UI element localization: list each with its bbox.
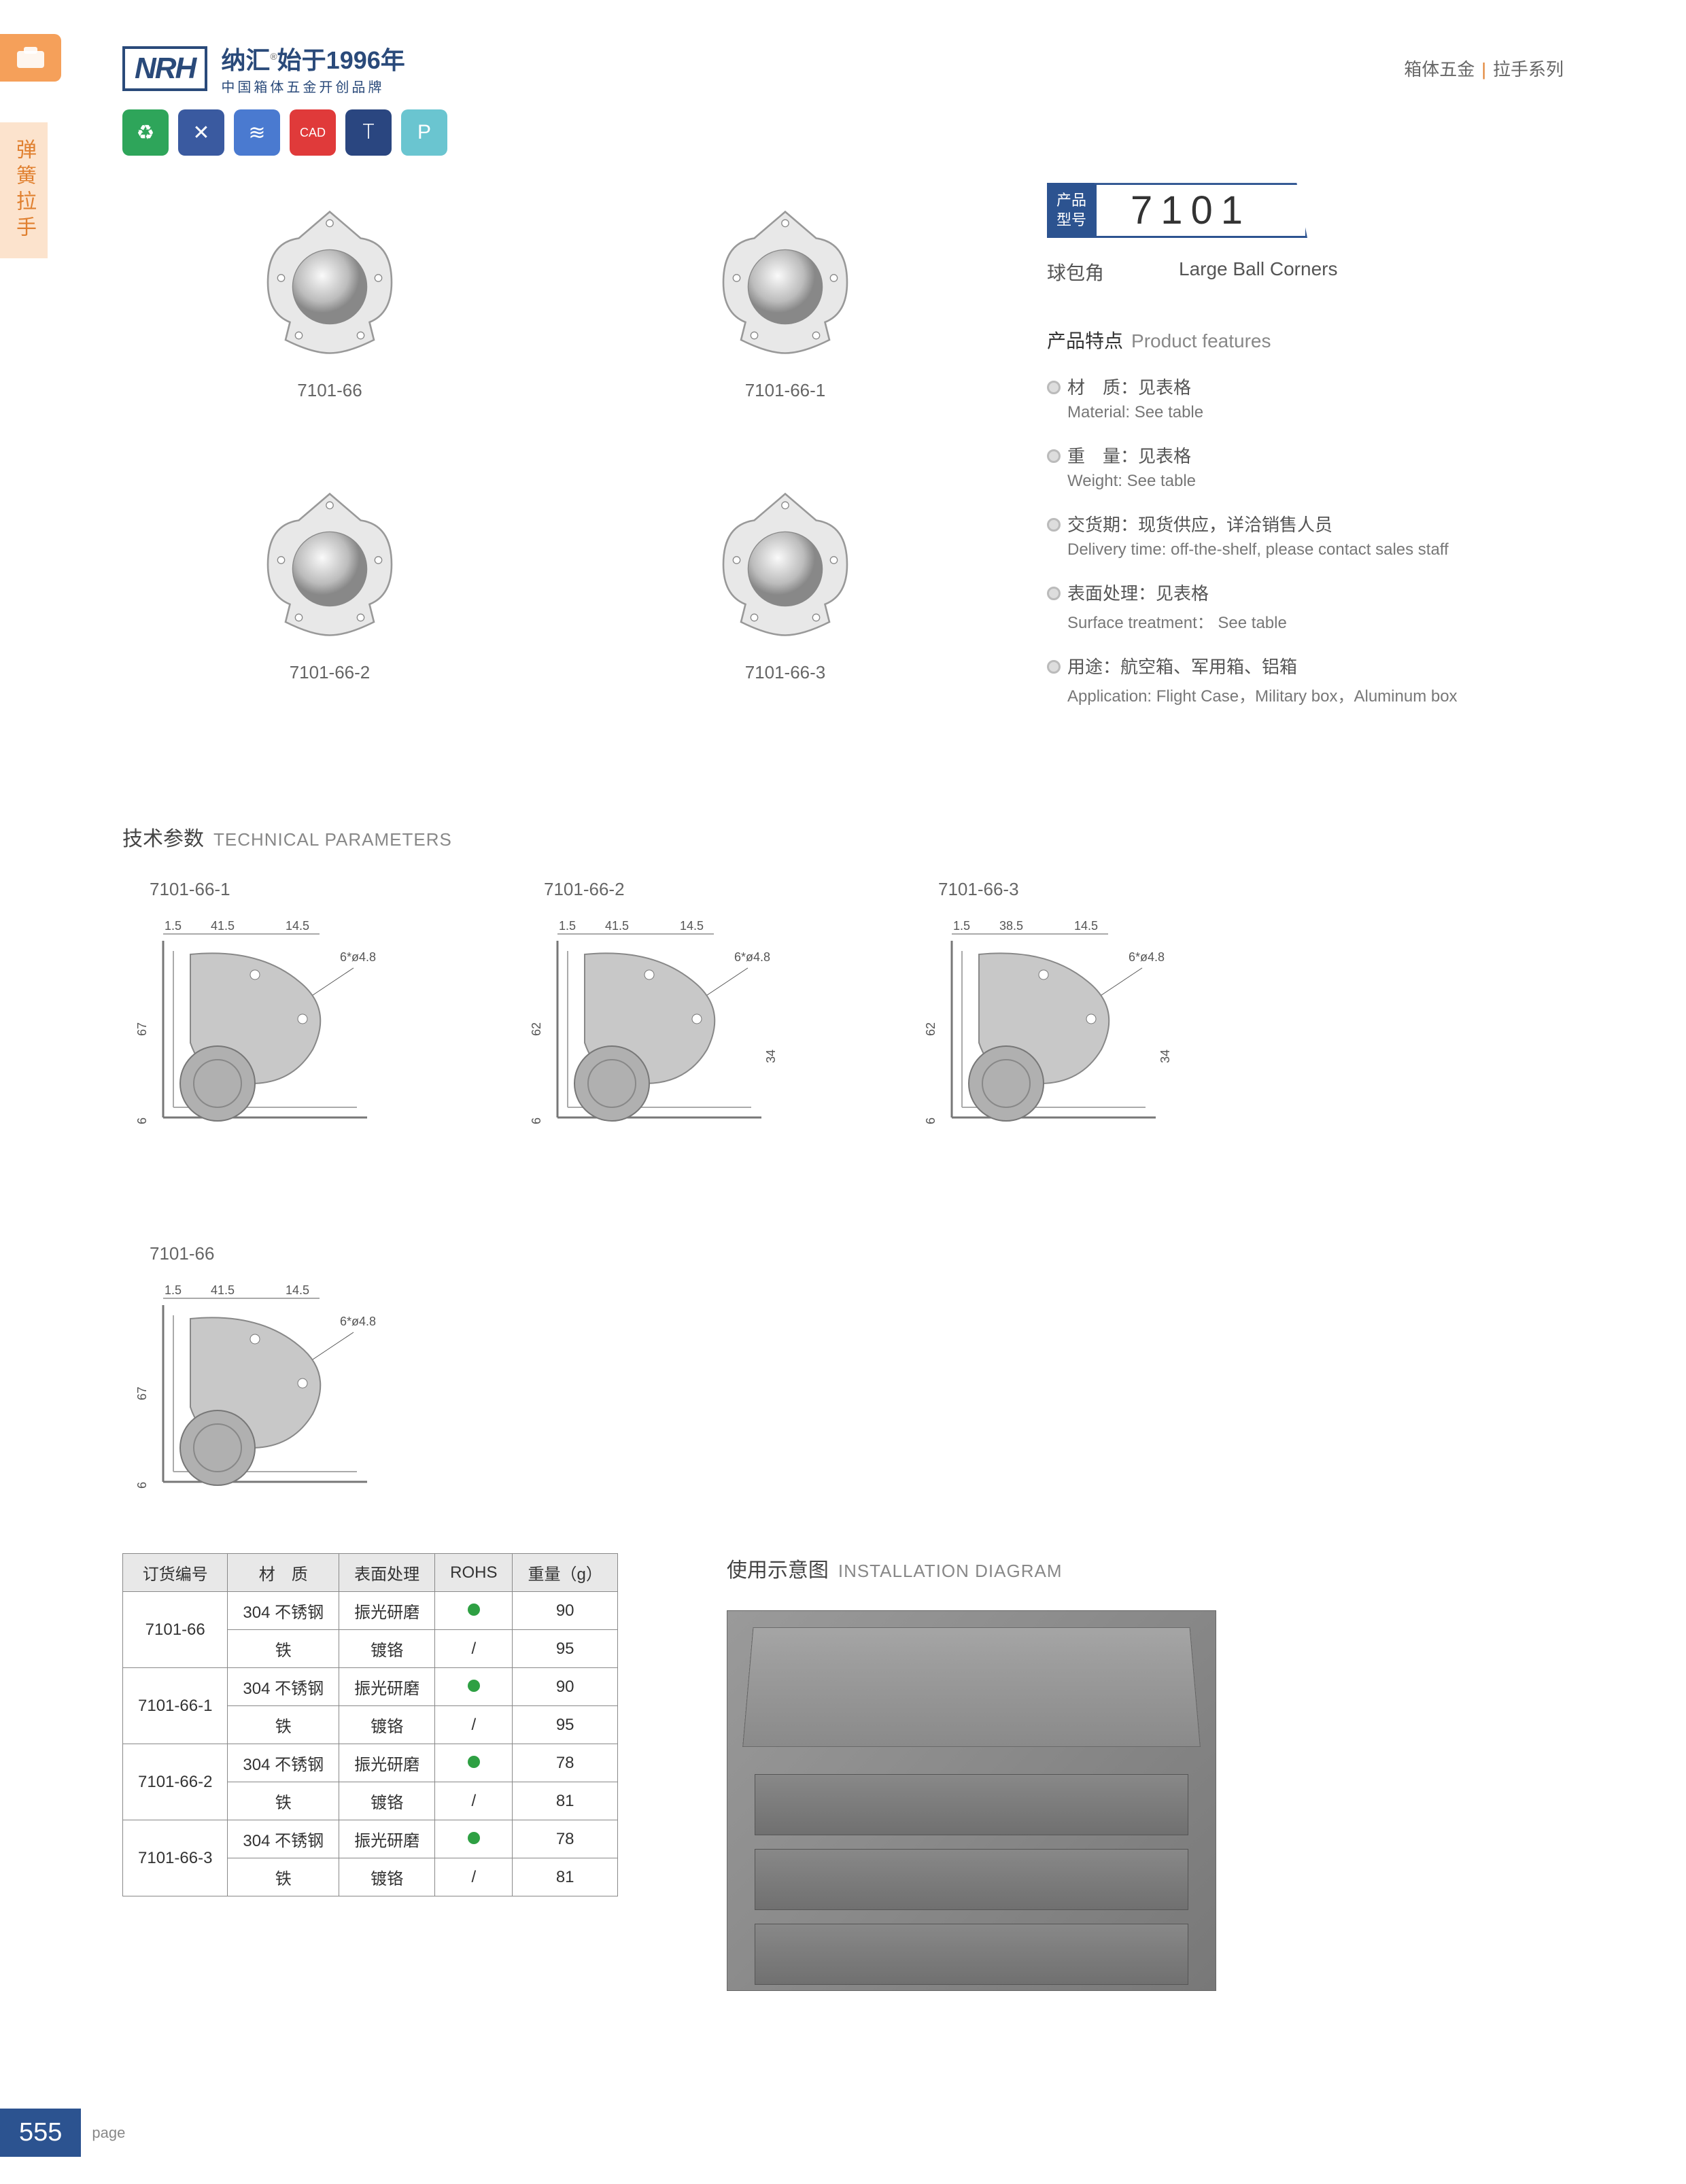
logo-sub: 中国箱体五金开创品牌 [221, 76, 405, 96]
svg-text:6: 6 [530, 1117, 543, 1124]
tech-title: 技术参数TECHNICAL PARAMETERS [122, 822, 1564, 852]
feature-item: 用途：航空箱、军用箱、铝箱Application: Flight Case，Mi… [1047, 653, 1564, 706]
tab-icon [0, 34, 61, 82]
product-label: 7101-66 [122, 380, 537, 401]
svg-text:6*ø4.8: 6*ø4.8 [340, 950, 376, 964]
feature-icon: ≋ [234, 109, 280, 156]
svg-text:41.5: 41.5 [605, 919, 629, 933]
product-label: 7101-66-1 [578, 380, 993, 401]
svg-text:67: 67 [135, 1022, 149, 1036]
svg-text:62: 62 [530, 1022, 543, 1036]
table-header: 重量（g） [513, 1554, 617, 1592]
tech-diagram: 7101-66-2 1.5 41.5 14.5 6*ø4.8 62 6 34 [517, 879, 816, 1148]
table-row: 7101-66-1304 不锈钢振光研磨90 [123, 1668, 618, 1706]
info-panel: 产品型号 7101 球包角 Large Ball Corners 产品特点Pro… [1047, 183, 1564, 727]
feature-item: 材 质：见表格Material: See table [1047, 374, 1564, 422]
feature-icon: CAD [290, 109, 336, 156]
tech-diagram: 7101-66-1 1.5 41.5 14.5 6*ø4.8 67 6 [122, 879, 422, 1148]
logo-group: NRH 纳汇®始于1996年 中国箱体五金开创品牌 [122, 41, 405, 96]
product-grid: 7101-66 7101-66-1 7101-66-2 7101-66-3 [122, 183, 993, 727]
table-header: ROHS [435, 1554, 513, 1592]
feature-icon: ♻ [122, 109, 169, 156]
table-row: 7101-66-2304 不锈钢振光研磨78 [123, 1744, 618, 1782]
product-label: 7101-66-3 [578, 662, 993, 683]
svg-text:6: 6 [135, 1482, 149, 1489]
svg-text:14.5: 14.5 [286, 1283, 309, 1297]
model-badge: 产品型号 7101 [1047, 183, 1564, 238]
table-header: 订货编号 [123, 1554, 228, 1592]
diagrams: 7101-66-1 1.5 41.5 14.5 6*ø4.8 67 6 7101… [122, 879, 1564, 1512]
product-label: 7101-66-2 [122, 662, 537, 683]
svg-text:1.5: 1.5 [165, 1283, 182, 1297]
svg-text:1.5: 1.5 [165, 919, 182, 933]
svg-text:6*ø4.8: 6*ø4.8 [1129, 950, 1165, 964]
feature-icon: ⟙ [345, 109, 392, 156]
side-tab: 弹簧拉手 [0, 122, 48, 258]
model-number: 7101 [1095, 183, 1307, 238]
svg-text:14.5: 14.5 [1074, 919, 1098, 933]
product-item: 7101-66-3 [578, 465, 993, 727]
logo-cn: 纳汇®始于1996年 [221, 41, 405, 76]
feature-icon: P [401, 109, 447, 156]
table-row: 7101-66304 不锈钢振光研磨90 [123, 1592, 618, 1630]
feature-item: 重 量：见表格Weight: See table [1047, 443, 1564, 491]
svg-text:62: 62 [924, 1022, 937, 1036]
table-header: 材 质 [228, 1554, 339, 1592]
install-section: 使用示意图INSTALLATION DIAGRAM [727, 1553, 1216, 1991]
svg-text:1.5: 1.5 [953, 919, 970, 933]
table-row: 7101-66-3304 不锈钢振光研磨78 [123, 1820, 618, 1858]
svg-text:6: 6 [135, 1117, 149, 1124]
svg-text:14.5: 14.5 [680, 919, 704, 933]
icon-row: ♻✕≋CAD⟙P [122, 109, 1564, 156]
svg-text:6*ø4.8: 6*ø4.8 [734, 950, 770, 964]
header-category: 箱体五金|拉手系列 [1404, 56, 1564, 81]
svg-text:41.5: 41.5 [211, 1283, 235, 1297]
svg-text:67: 67 [135, 1387, 149, 1400]
feature-item: 表面处理：见表格Surface treatment： See table [1047, 580, 1564, 633]
features-title: 产品特点Product features [1047, 326, 1564, 353]
table-header: 表面处理 [339, 1554, 435, 1592]
tech-diagram: 7101-66-3 1.5 38.5 14.5 6*ø4.8 62 6 34 [911, 879, 1210, 1148]
svg-text:1.5: 1.5 [559, 919, 576, 933]
feature-item: 交货期：现货供应，详洽销售人员Delivery time: off-the-sh… [1047, 511, 1564, 559]
header: NRH 纳汇®始于1996年 中国箱体五金开创品牌 箱体五金|拉手系列 [122, 41, 1564, 96]
model-name-cn: 球包角 [1047, 258, 1104, 285]
tech-diagram: 7101-66 1.5 41.5 14.5 6*ø4.8 67 6 [122, 1243, 422, 1512]
feature-icon: ✕ [178, 109, 224, 156]
features-list: 材 质：见表格Material: See table 重 量：见表格Weight:… [1047, 374, 1564, 706]
svg-text:41.5: 41.5 [211, 919, 235, 933]
logo: NRH [122, 46, 207, 91]
model-name-en: Large Ball Corners [1179, 258, 1337, 285]
svg-text:34: 34 [1158, 1050, 1172, 1063]
svg-text:14.5: 14.5 [286, 919, 309, 933]
svg-text:6: 6 [924, 1117, 937, 1124]
product-item: 7101-66-2 [122, 465, 537, 727]
product-item: 7101-66 [122, 183, 537, 445]
svg-text:34: 34 [764, 1050, 778, 1063]
page-number: 555 page [0, 2109, 125, 2157]
install-image [727, 1610, 1216, 1991]
install-title: 使用示意图INSTALLATION DIAGRAM [727, 1553, 1216, 1583]
product-item: 7101-66-1 [578, 183, 993, 445]
spec-table: 订货编号材 质表面处理ROHS重量（g）7101-66304 不锈钢振光研磨90… [122, 1553, 618, 1896]
svg-text:6*ø4.8: 6*ø4.8 [340, 1315, 376, 1328]
svg-text:38.5: 38.5 [999, 919, 1023, 933]
